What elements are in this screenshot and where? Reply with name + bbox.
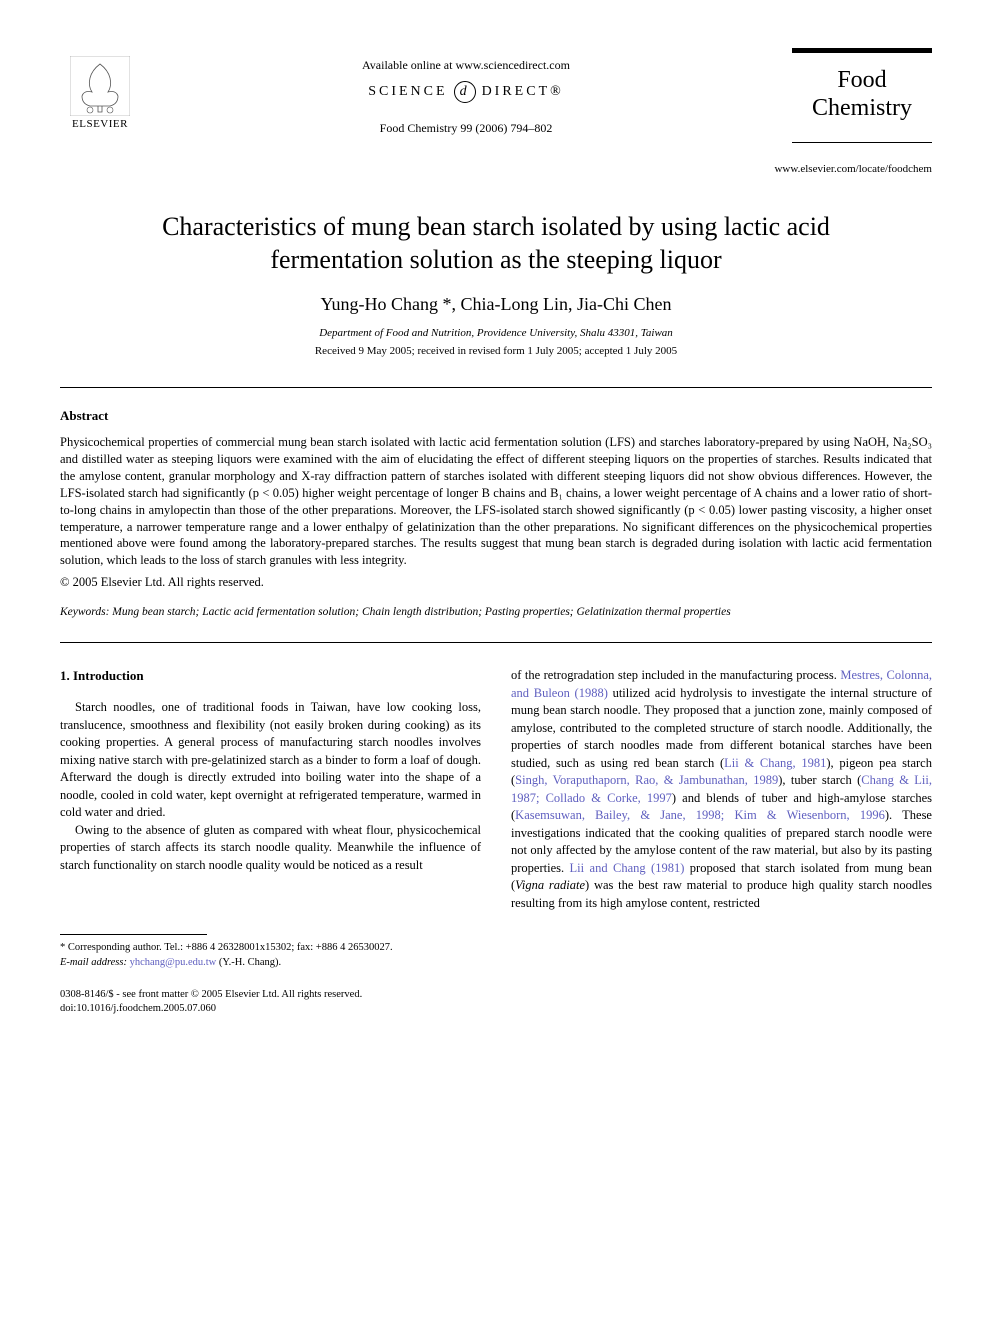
email-tail: (Y.-H. Chang). [216, 957, 281, 968]
journal-title-line2: Chemistry [812, 95, 912, 121]
introduction-heading: 1. Introduction [60, 667, 481, 685]
citation-link-2[interactable]: Lii & Chang, 1981 [724, 756, 826, 770]
front-matter-line: 0308-8146/$ - see front matter © 2005 El… [60, 988, 481, 1002]
article-dates: Received 9 May 2005; received in revised… [60, 345, 932, 357]
doi-line: doi:10.1016/j.foodchem.2005.07.060 [60, 1002, 481, 1016]
species-name: Vigna radiate [515, 878, 585, 892]
corresponding-author-footnote: * Corresponding author. Tel.: +886 4 263… [60, 941, 481, 955]
sciencedirect-logo: SCIENCE d DIRECT® [368, 81, 564, 103]
header-center: Available online at www.sciencedirect.co… [140, 48, 792, 136]
rule-above-abstract [60, 387, 932, 388]
keywords: Keywords: Mung bean starch; Lactic acid … [60, 606, 932, 618]
citation-link-3[interactable]: Singh, Voraputhaporn, Rao, & Jambunathan… [515, 773, 778, 787]
intro-r-a: of the retrogradation step included in t… [511, 668, 840, 682]
journal-title: Food Chemistry [802, 67, 922, 122]
sd-glyph-icon: d [454, 81, 476, 103]
footnote-rule [60, 934, 207, 935]
rule-below-keywords [60, 642, 932, 643]
intro-paragraph-right: of the retrogradation step included in t… [511, 667, 932, 912]
intro-r-d: ), tuber starch ( [778, 773, 861, 787]
journal-box-wrapper: Food Chemistry [792, 48, 932, 143]
intro-paragraph-2: Owing to the absence of gluten as compar… [60, 822, 481, 875]
author-email-link[interactable]: yhchang@pu.edu.tw [130, 957, 217, 968]
authors: Yung-Ho Chang *, Chia-Long Lin, Jia-Chi … [60, 294, 932, 315]
right-column: of the retrogradation step included in t… [511, 667, 932, 1016]
left-column: 1. Introduction Starch noodles, one of t… [60, 667, 481, 1016]
publisher-logo: ELSEVIER [60, 48, 140, 138]
journal-box: Food Chemistry [792, 48, 932, 143]
article-title: Characteristics of mung bean starch isol… [100, 211, 892, 276]
two-column-body: 1. Introduction Starch noodles, one of t… [60, 667, 932, 1016]
journal-title-line1: Food [837, 67, 886, 93]
doi-block: 0308-8146/$ - see front matter © 2005 El… [60, 988, 481, 1016]
available-online-line: Available online at www.sciencedirect.co… [140, 58, 792, 73]
sd-right: DIRECT® [482, 84, 564, 100]
affiliation: Department of Food and Nutrition, Provid… [60, 327, 932, 339]
abstract-copyright: © 2005 Elsevier Ltd. All rights reserved… [60, 575, 932, 590]
intro-paragraph-1: Starch noodles, one of traditional foods… [60, 699, 481, 822]
email-label: E-mail address: [60, 957, 130, 968]
keywords-label: Keywords: [60, 606, 109, 618]
journal-reference: Food Chemistry 99 (2006) 794–802 [140, 121, 792, 136]
sd-left: SCIENCE [368, 84, 447, 100]
citation-link-5[interactable]: Kasemsuwan, Bailey, & Jane, 1998; Kim & … [515, 808, 885, 822]
email-footnote: E-mail address: yhchang@pu.edu.tw (Y.-H.… [60, 956, 481, 970]
header-row: ELSEVIER Available online at www.science… [60, 48, 932, 143]
abstract-heading: Abstract [60, 408, 932, 424]
citation-link-6[interactable]: Lii and Chang (1981) [570, 861, 685, 875]
abstract-text: Physicochemical properties of commercial… [60, 434, 932, 569]
elsevier-tree-icon [70, 56, 130, 116]
journal-url: www.elsevier.com/locate/foodchem [60, 163, 932, 175]
publisher-name: ELSEVIER [72, 118, 128, 130]
keywords-text: Mung bean starch; Lactic acid fermentati… [109, 606, 730, 618]
